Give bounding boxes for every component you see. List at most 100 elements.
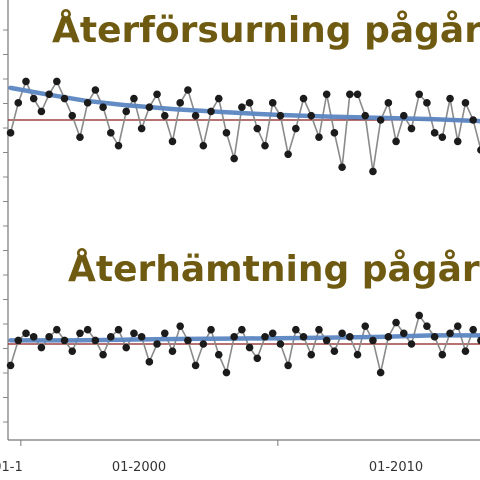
- data-point: [230, 333, 238, 341]
- data-point: [461, 347, 470, 355]
- data-point: [230, 154, 238, 163]
- data-point: [6, 129, 15, 137]
- trend-line-upper: [8, 85, 480, 124]
- data-point: [184, 86, 192, 94]
- data-point: [222, 129, 231, 137]
- data-point: [53, 77, 61, 86]
- data-point: [99, 350, 107, 359]
- data-point: [114, 141, 123, 150]
- data-point: [415, 90, 424, 99]
- data-point: [384, 333, 393, 341]
- data-point: [477, 336, 480, 345]
- data-point: [176, 322, 184, 330]
- data-point: [83, 99, 92, 107]
- data-point: [276, 111, 285, 120]
- data-point: [168, 137, 177, 146]
- data-point: [399, 329, 408, 338]
- data-point: [361, 111, 370, 120]
- data-point: [477, 146, 480, 154]
- lower-series-panel: [6, 311, 480, 377]
- data-point: [207, 325, 215, 334]
- data-point: [99, 103, 107, 111]
- data-point: [469, 116, 477, 124]
- data-point: [315, 133, 323, 141]
- data-point: [384, 99, 393, 107]
- data-point: [253, 124, 262, 133]
- data-point: [407, 340, 416, 348]
- data-point: [338, 329, 346, 338]
- x-tick-label-0: 01-1: [0, 460, 23, 475]
- lower-series-points: [6, 311, 480, 377]
- data-point: [322, 336, 331, 345]
- data-point: [361, 322, 370, 330]
- data-point: [222, 368, 231, 377]
- data-point: [176, 99, 184, 107]
- data-point: [353, 90, 362, 99]
- data-point: [438, 350, 447, 359]
- data-point: [207, 107, 215, 116]
- data-point: [245, 343, 254, 352]
- data-point: [376, 116, 385, 124]
- data-point: [199, 141, 208, 150]
- data-point: [376, 368, 385, 377]
- data-point: [238, 103, 246, 111]
- data-point: [307, 111, 316, 120]
- data-point: [299, 333, 308, 341]
- data-point: [122, 343, 131, 352]
- data-point: [438, 133, 447, 141]
- data-point: [299, 94, 308, 103]
- x-tick-label-2: 01-2010: [369, 460, 423, 475]
- data-point: [214, 350, 223, 359]
- data-point: [191, 111, 200, 120]
- trend-line-lower: [8, 333, 480, 343]
- data-point: [107, 129, 115, 137]
- data-point: [430, 333, 439, 341]
- data-point: [153, 340, 161, 348]
- data-point: [130, 329, 138, 338]
- data-point: [415, 311, 424, 320]
- data-point: [292, 325, 300, 334]
- data-point: [276, 340, 285, 348]
- data-point: [446, 329, 454, 338]
- data-point: [184, 336, 192, 345]
- data-point: [322, 90, 331, 99]
- data-point: [76, 133, 84, 141]
- data-point: [268, 329, 277, 338]
- data-point: [91, 86, 100, 94]
- data-point: [253, 354, 262, 363]
- data-point: [76, 329, 84, 338]
- data-point: [168, 347, 177, 355]
- data-point: [469, 325, 477, 334]
- data-point: [160, 329, 169, 338]
- data-point: [37, 107, 46, 116]
- data-point: [446, 94, 454, 103]
- data-point: [245, 99, 254, 107]
- data-point: [392, 137, 400, 146]
- data-point: [268, 99, 277, 107]
- x-tick-label-1: 01-2000: [112, 460, 166, 475]
- data-point: [199, 340, 208, 348]
- data-point: [453, 137, 462, 146]
- data-point: [145, 103, 154, 111]
- data-point: [346, 333, 354, 341]
- data-point: [423, 99, 431, 107]
- chart-title-upper: Återförsurning pågår: [52, 9, 480, 51]
- data-point: [29, 94, 38, 103]
- data-point: [330, 347, 339, 355]
- data-point: [60, 94, 69, 103]
- y-axis-ticks: [3, 29, 8, 423]
- upper-series-points: [6, 77, 480, 176]
- data-point: [60, 336, 69, 345]
- data-point: [369, 336, 377, 345]
- data-point: [53, 325, 61, 334]
- data-point: [137, 124, 146, 133]
- data-point: [338, 163, 346, 171]
- data-point: [461, 99, 470, 107]
- data-point: [392, 318, 400, 327]
- x-axis-ticks: [20, 440, 279, 446]
- data-point: [284, 150, 292, 159]
- data-point: [145, 358, 154, 366]
- data-point: [68, 111, 77, 120]
- data-point: [430, 129, 439, 137]
